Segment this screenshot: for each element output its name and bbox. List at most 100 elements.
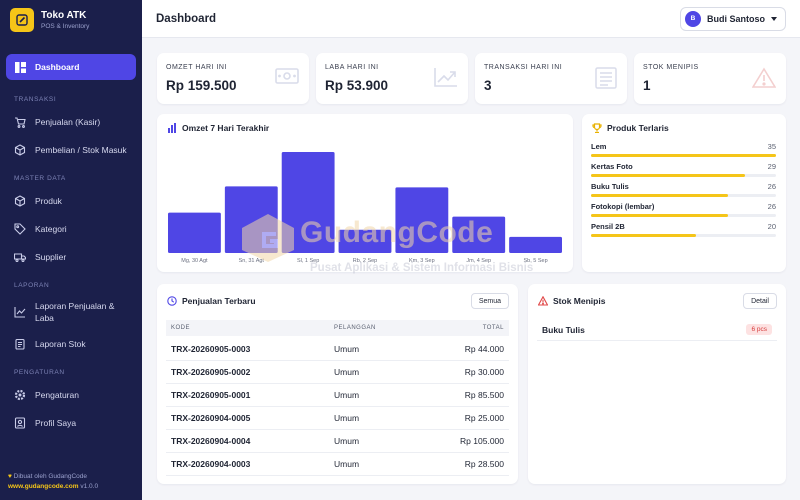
sidebar-item-label: Pengaturan — [35, 390, 79, 400]
table-row[interactable]: TRX-20260904-0004 Umum Rp 105.000 — [166, 430, 509, 453]
omzet-chart-card: Omzet 7 Hari Terakhir Mg, 30 Agt Sn, 31 A… — [157, 114, 573, 272]
sidebar-item-label: Produk — [35, 196, 62, 206]
stat-card-laba: LABA HARI INI Rp 53.900 — [316, 53, 468, 104]
chart-title: Omzet 7 Hari Terakhir — [182, 123, 270, 133]
tag-icon — [14, 223, 26, 235]
sidebar-item-label: Laporan Stok — [35, 339, 86, 349]
sale-code: TRX-20260904-0005 — [171, 413, 251, 423]
sidebar-item-kategori[interactable]: Kategori — [6, 216, 136, 242]
box-icon — [14, 144, 26, 156]
omzet-bar-chart: Mg, 30 Agt Sn, 31 Agt Sl, 1 Sep Rb, 2 Sep Km… — [168, 152, 562, 264]
sidebar-item-dashboard[interactable]: Dashboard — [6, 54, 136, 80]
product-progress-fill — [591, 194, 728, 197]
chart-bar[interactable] — [509, 236, 562, 253]
chart-bar[interactable] — [338, 229, 392, 253]
product-name: Pensil 2B — [591, 222, 625, 231]
product-count: 35 — [767, 142, 776, 151]
sale-total: Rp 44.000 — [464, 344, 504, 354]
top-products-card: Produk Terlaris Lem 35 Kertas Foto 29 Buku T… — [582, 114, 786, 272]
sale-code: TRX-20260904-0004 — [171, 436, 251, 446]
pencil-square-icon — [10, 8, 34, 32]
sale-total: Rp 28.500 — [464, 459, 504, 469]
product-progress-fill — [591, 214, 728, 217]
sidebar-item-label: Profil Saya — [35, 418, 77, 428]
chart-bar[interactable] — [281, 152, 335, 253]
stat-label: STOK MENIPIS — [643, 64, 699, 71]
card-title: Omzet 7 Hari Terakhir — [167, 123, 269, 133]
chart-bar[interactable] — [452, 216, 506, 253]
card-title: Stok Menipis — [538, 296, 605, 306]
dashboard-icon — [14, 61, 26, 73]
product-progress-track — [591, 174, 776, 177]
recent-sales-card: Penjualan Terbaru Semua KODE PELANGGAN T… — [157, 284, 518, 484]
brand-subtitle: POS & Inventory — [41, 23, 90, 30]
receipt-icon — [595, 67, 617, 92]
sidebar-item-produk[interactable]: Produk — [6, 188, 136, 214]
sale-code: TRX-20260904-0003 — [171, 459, 251, 469]
stock-badge: 6 pcs — [746, 324, 772, 335]
stat-label: TRANSAKSI HARI INI — [484, 64, 563, 71]
product-count: 26 — [767, 202, 776, 211]
chevron-down-icon — [771, 16, 777, 21]
sidebar-item-profil[interactable]: Profil Saya — [6, 410, 136, 436]
list-item[interactable]: Buku Tulis 6 pcs — [537, 319, 777, 341]
table-row[interactable]: TRX-20260904-0003 Umum Rp 28.500 — [166, 453, 509, 476]
product-name: Fotokopi (lembar) — [591, 202, 655, 211]
sidebar-item-laporan-stok[interactable]: Laporan Stok — [6, 331, 136, 357]
table-row[interactable]: TRX-20260904-0005 Umum Rp 25.000 — [166, 407, 509, 430]
sale-code: TRX-20260905-0002 — [171, 367, 251, 377]
view-all-button[interactable]: Semua — [470, 293, 509, 309]
brand[interactable]: Toko ATK POS & Inventory — [0, 0, 142, 40]
sidebar-item-label: Penjualan (Kasir) — [35, 117, 101, 127]
sale-customer: Umum — [334, 367, 360, 377]
sale-customer: Umum — [334, 390, 360, 400]
sidebar-item-label: Kategori — [35, 224, 67, 234]
sidebar-item-pembelian[interactable]: Pembelian / Stok Masuk — [6, 137, 136, 163]
product-count: 26 — [767, 182, 776, 191]
topbar: Dashboard B Budi Santoso — [142, 0, 800, 38]
section-transaksi: TRANSAKSI — [14, 96, 57, 103]
brand-name: Toko ATK — [41, 10, 87, 21]
trend-icon — [434, 67, 458, 90]
cash-icon — [275, 67, 299, 88]
product-progress-track — [591, 194, 776, 197]
sidebar-item-label: Dashboard — [35, 62, 80, 72]
table-header: KODE PELANGGAN TOTAL — [166, 320, 509, 336]
clipboard-icon — [14, 338, 26, 350]
sidebar-item-laporan-penjualan[interactable]: Laporan Penjualan & Laba — [6, 295, 136, 329]
stat-label: LABA HARI INI — [325, 64, 379, 71]
sale-total: Rp 85.500 — [464, 390, 504, 400]
sidebar-item-supplier[interactable]: Supplier — [6, 244, 136, 270]
sale-customer: Umum — [334, 413, 360, 423]
sidebar-footer: ♥ Dibuat oleh GudangCode www.gudangcode.… — [8, 472, 98, 492]
sidebar-item-label: Laporan Penjualan & Laba — [35, 301, 115, 323]
heart-icon: ♥ — [8, 473, 12, 480]
sidebar-item-penjualan[interactable]: Penjualan (Kasir) — [6, 109, 136, 135]
product-name: Buku Tulis — [591, 182, 629, 191]
product-progress-track — [591, 154, 776, 157]
table-row[interactable]: TRX-20260905-0002 Umum Rp 30.000 — [166, 361, 509, 384]
chart-bar[interactable] — [224, 186, 278, 253]
top-product-row: Buku Tulis 26 — [591, 182, 776, 197]
chart-tick-label: Sb, 5 Sep — [523, 258, 547, 264]
sidebar-item-label: Supplier — [35, 252, 67, 262]
product-count: 29 — [767, 162, 776, 171]
footer-link[interactable]: www.gudangcode.com — [8, 483, 79, 490]
table-row[interactable]: TRX-20260905-0003 Umum Rp 44.000 — [166, 338, 509, 361]
sidebar-item-label: Pembelian / Stok Masuk — [35, 145, 127, 155]
user-menu-button[interactable]: B Budi Santoso — [680, 6, 786, 31]
sidebar-item-pengaturan[interactable]: Pengaturan — [6, 382, 136, 408]
chart-tick-label: Sl, 1 Sep — [297, 258, 319, 264]
chart-bar[interactable] — [395, 187, 449, 253]
table-row[interactable]: TRX-20260905-0001 Umum Rp 85.500 — [166, 384, 509, 407]
sale-code: TRX-20260905-0003 — [171, 344, 251, 354]
trophy-icon — [592, 123, 602, 133]
sale-customer: Umum — [334, 344, 360, 354]
top-product-row: Pensil 2B 20 — [591, 222, 776, 237]
detail-button[interactable]: Detail — [743, 293, 777, 309]
chart-bar[interactable] — [168, 212, 221, 253]
line-chart-icon — [14, 306, 26, 318]
top-products-title: Produk Terlaris — [607, 123, 669, 133]
clock-icon — [167, 296, 177, 306]
stat-card-transaksi: TRANSAKSI HARI INI 3 — [475, 53, 627, 104]
